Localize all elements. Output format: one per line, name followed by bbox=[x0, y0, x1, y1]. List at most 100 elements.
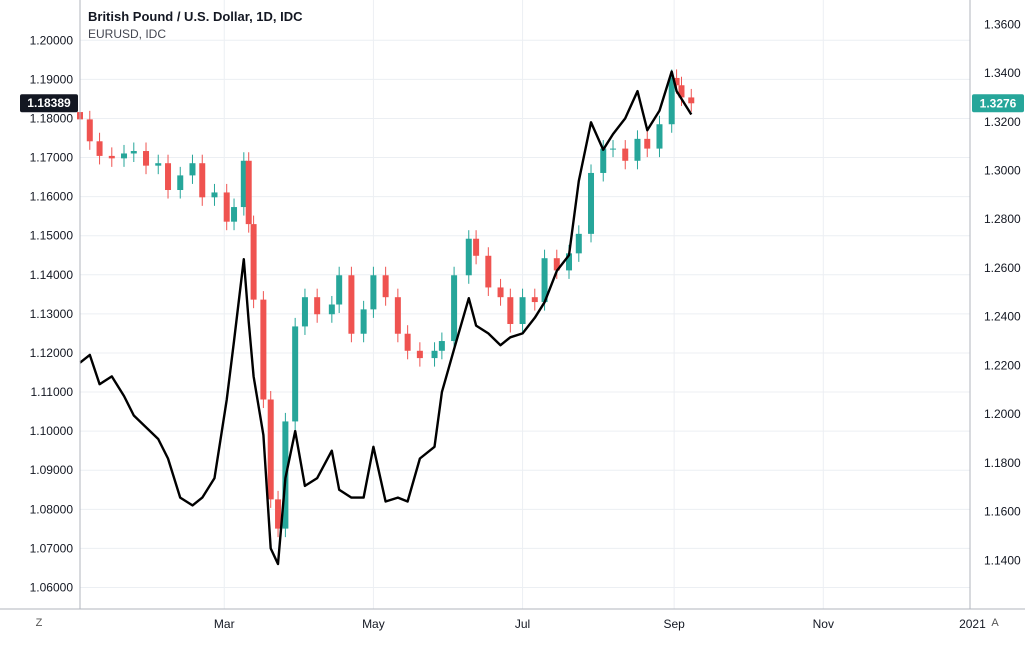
left-last-value-label: 1.18389 bbox=[27, 96, 71, 110]
x-tick-label: Nov bbox=[813, 617, 834, 631]
overlay-series-title: EURUSD, IDC bbox=[88, 27, 167, 41]
x-tick-label: Jul bbox=[515, 617, 530, 631]
candle-body bbox=[431, 350, 438, 359]
candle-body bbox=[465, 238, 472, 276]
right-tick-label: 1.3200 bbox=[984, 115, 1021, 129]
candle-body bbox=[394, 297, 401, 334]
right-tick-label: 1.1800 bbox=[984, 456, 1021, 470]
candle-body bbox=[566, 253, 573, 271]
candle-body bbox=[301, 297, 308, 327]
left-tick-label: 1.10000 bbox=[30, 424, 74, 438]
left-tick-label: 1.12000 bbox=[30, 346, 74, 360]
left-tick-label: 1.06000 bbox=[30, 581, 74, 595]
candle-body bbox=[260, 299, 267, 400]
candle-body bbox=[622, 148, 629, 161]
candle-body bbox=[108, 155, 115, 159]
candle-body bbox=[610, 148, 617, 150]
candle-body bbox=[507, 297, 514, 324]
candle-body bbox=[656, 124, 663, 149]
candle-body bbox=[328, 304, 335, 315]
candle-body bbox=[86, 119, 93, 142]
candle-body bbox=[96, 141, 103, 156]
right-tick-label: 1.2600 bbox=[984, 261, 1021, 275]
candle-body bbox=[250, 224, 257, 300]
left-tick-label: 1.18000 bbox=[30, 111, 74, 125]
left-tick-label: 1.08000 bbox=[30, 502, 74, 516]
x-tick-label: May bbox=[362, 617, 385, 631]
candle-body bbox=[673, 77, 680, 86]
candle-body bbox=[382, 275, 389, 298]
candle-body bbox=[245, 160, 252, 225]
candle-body bbox=[600, 148, 607, 173]
auto-scale-button[interactable]: A bbox=[991, 617, 999, 629]
candle-body bbox=[668, 77, 675, 125]
candle-body bbox=[143, 151, 150, 166]
right-tick-label: 1.2800 bbox=[984, 212, 1021, 226]
plot-area[interactable] bbox=[77, 69, 695, 566]
left-tick-label: 1.07000 bbox=[30, 541, 74, 555]
left-last-value-badge bbox=[20, 94, 78, 113]
candle-body bbox=[292, 326, 299, 422]
left-tick-label: 1.14000 bbox=[30, 268, 74, 282]
candle-body bbox=[211, 192, 218, 198]
left-tick-label: 1.20000 bbox=[30, 33, 74, 47]
candle-body bbox=[588, 172, 595, 234]
candle-body bbox=[267, 399, 274, 500]
right-tick-label: 1.3600 bbox=[984, 17, 1021, 31]
candle-body bbox=[634, 138, 641, 161]
right-tick-label: 1.2200 bbox=[984, 358, 1021, 372]
chart-legend: British Pound / U.S. Dollar, 1D, IDC EUR… bbox=[88, 8, 303, 43]
candle-body bbox=[189, 163, 196, 176]
timezone-button[interactable]: Z bbox=[35, 617, 43, 629]
candle-body bbox=[644, 138, 651, 149]
left-tick-label: 1.17000 bbox=[30, 151, 74, 165]
left-tick-label: 1.19000 bbox=[30, 72, 74, 86]
candle-body bbox=[688, 97, 695, 104]
candle-body bbox=[348, 275, 355, 334]
candle-body bbox=[531, 297, 538, 303]
candle-body bbox=[473, 238, 480, 256]
candle-body bbox=[519, 297, 526, 324]
x-tick-label: 2021 bbox=[959, 617, 986, 631]
candle-body bbox=[223, 192, 230, 222]
candle-body bbox=[416, 350, 423, 359]
right-tick-label: 1.2000 bbox=[984, 407, 1021, 421]
candle-body bbox=[336, 275, 343, 305]
candle-body bbox=[451, 275, 458, 342]
candle-body bbox=[199, 163, 206, 198]
right-last-value-badge bbox=[972, 94, 1024, 113]
candle-body bbox=[130, 151, 137, 154]
axes: 1.20000 1.19000 1.18000 1.17000 1.16000 1.150… bbox=[0, 0, 1025, 631]
candle-body bbox=[121, 153, 128, 159]
main-series-title: British Pound / U.S. Dollar, 1D, IDC bbox=[88, 9, 303, 24]
x-tick-label: Sep bbox=[663, 617, 685, 631]
left-tick-label: 1.15000 bbox=[30, 229, 74, 243]
right-last-value-label: 1.3276 bbox=[980, 96, 1017, 110]
left-tick-label: 1.09000 bbox=[30, 463, 74, 477]
candle-body bbox=[177, 175, 184, 191]
eurusd-line bbox=[79, 70, 693, 566]
x-tick-label: Mar bbox=[214, 617, 235, 631]
candle-body bbox=[575, 233, 582, 254]
candle-body bbox=[497, 287, 504, 298]
right-tick-label: 1.3400 bbox=[984, 66, 1021, 80]
candle-body bbox=[404, 333, 411, 351]
right-tick-label: 1.3000 bbox=[984, 164, 1021, 178]
candle-body bbox=[438, 341, 445, 351]
left-tick-label: 1.13000 bbox=[30, 307, 74, 321]
right-tick-label: 1.2400 bbox=[984, 310, 1021, 324]
candle-body bbox=[485, 255, 492, 288]
candle-body bbox=[553, 258, 560, 271]
left-tick-label: 1.16000 bbox=[30, 190, 74, 204]
right-tick-label: 1.1600 bbox=[984, 505, 1021, 519]
candle-body bbox=[155, 163, 162, 166]
candle-body bbox=[370, 275, 377, 310]
candle-body bbox=[541, 258, 548, 303]
left-tick-label: 1.11000 bbox=[31, 385, 74, 399]
candle-body bbox=[240, 160, 247, 208]
candle-body bbox=[360, 309, 367, 334]
candle-body bbox=[165, 163, 172, 191]
candle-body bbox=[678, 85, 685, 98]
